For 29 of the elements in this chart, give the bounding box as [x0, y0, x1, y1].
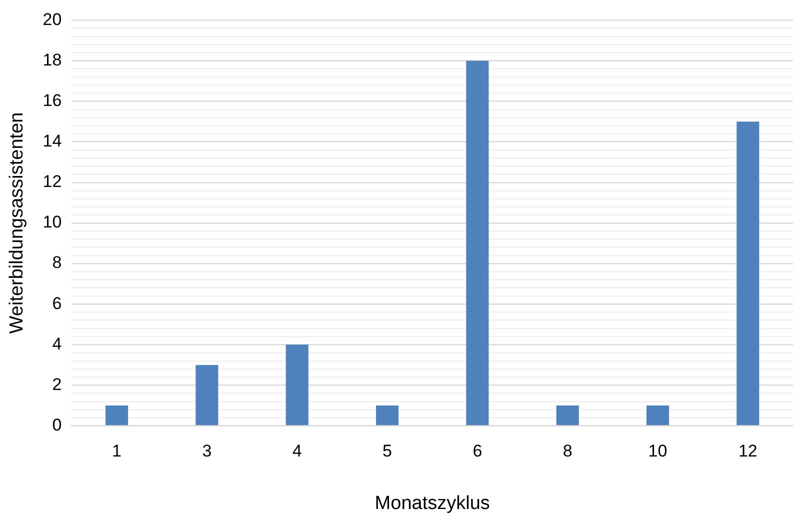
y-tick-label: 12 — [42, 172, 62, 192]
y-tick-label: 4 — [52, 334, 62, 354]
bar — [106, 406, 128, 426]
x-tick-label: 3 — [202, 442, 212, 461]
x-tick-label: 1 — [112, 442, 122, 461]
bar — [376, 406, 399, 426]
bar — [646, 406, 670, 426]
x-tick-label: 8 — [562, 442, 572, 461]
y-tick-label: 14 — [42, 132, 62, 151]
x-tick-label: 10 — [648, 442, 668, 461]
y-axis-title: Weiterbildungsassistenten — [6, 112, 28, 334]
bar — [556, 406, 579, 426]
bar — [286, 344, 308, 426]
y-tick-label: 0 — [52, 415, 62, 434]
y-tick-label: 6 — [52, 294, 62, 313]
bar — [466, 60, 489, 426]
y-tick-label: 20 — [42, 10, 62, 29]
x-tick-label: 6 — [472, 442, 482, 461]
bar — [196, 364, 218, 426]
y-tick-label: 16 — [42, 91, 62, 110]
y-tick-label: 18 — [42, 50, 62, 70]
bar — [736, 122, 760, 426]
x-tick-label: 5 — [382, 442, 392, 461]
x-tick-label: 12 — [738, 442, 758, 461]
y-tick-label: 2 — [52, 374, 62, 394]
y-tick-label: 10 — [42, 212, 62, 232]
y-tick-label: 8 — [52, 253, 62, 272]
x-tick-label: 4 — [292, 442, 302, 461]
x-axis-title: Monatszyklus — [374, 492, 490, 514]
